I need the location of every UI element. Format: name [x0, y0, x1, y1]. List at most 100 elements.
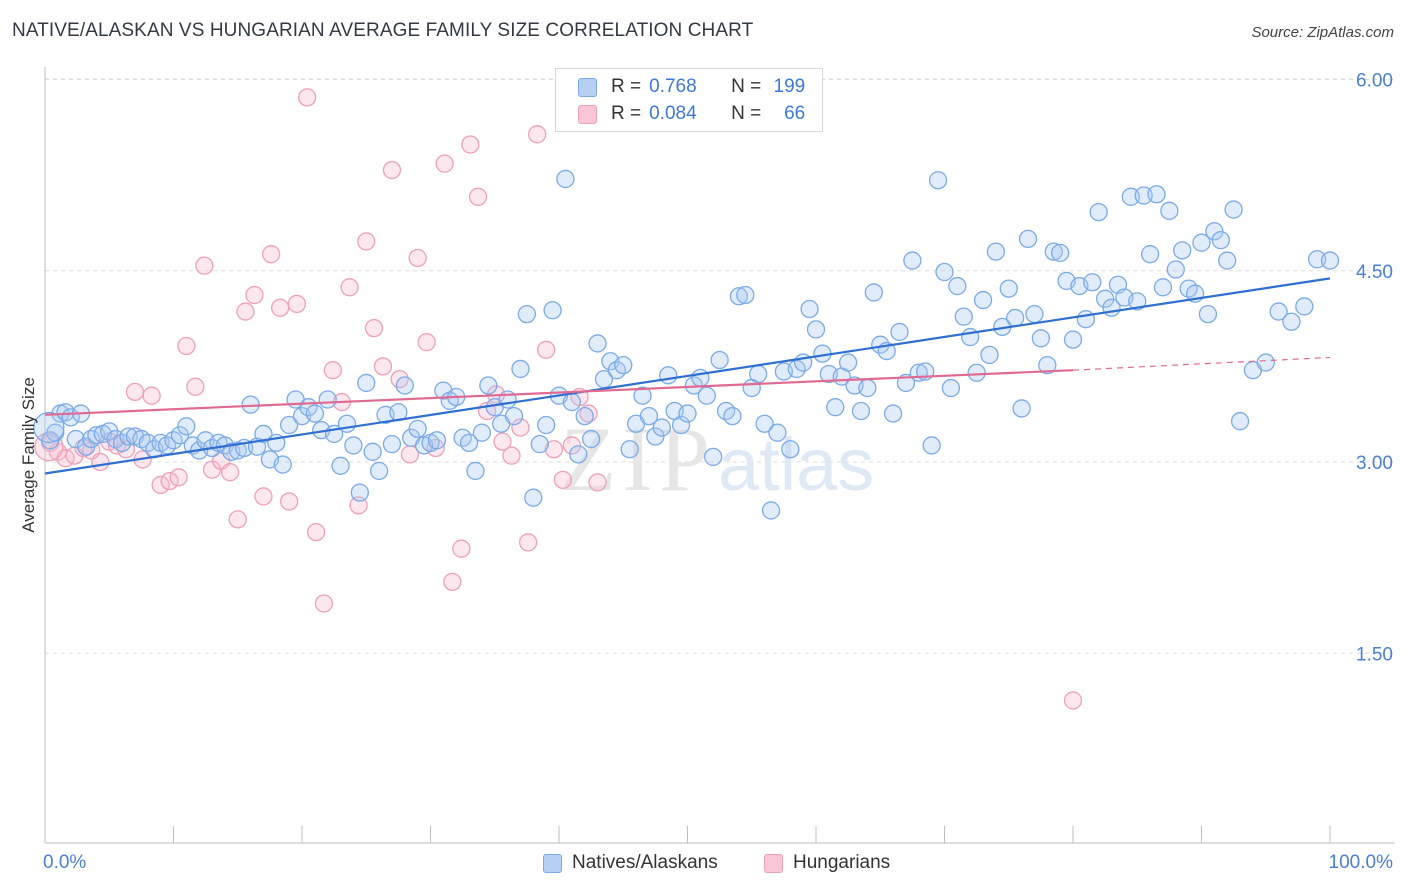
data-point [186, 377, 205, 396]
data-point [1269, 302, 1288, 321]
data-point [761, 501, 781, 520]
data-point [1083, 273, 1102, 292]
data-point [543, 301, 562, 320]
data-point [142, 386, 161, 405]
y-axis-title: Average Family Size [19, 377, 38, 533]
y-tick-label: 4.50 [1356, 262, 1393, 283]
data-point [556, 169, 575, 189]
data-point [1153, 278, 1173, 297]
data-point [1140, 245, 1160, 264]
data-point [493, 432, 512, 451]
data-point [553, 470, 573, 490]
y-tick-label: 6.00 [1356, 71, 1393, 92]
data-point [1198, 304, 1218, 324]
data-point [461, 135, 480, 154]
source-label: Source: ZipAtlas.com [1251, 24, 1394, 41]
data-point [691, 368, 710, 388]
data-point [652, 418, 671, 437]
data-point [357, 373, 376, 393]
data-point [427, 431, 447, 450]
data-point [838, 353, 858, 372]
data-point [935, 262, 954, 282]
data-point [569, 445, 588, 464]
data-point [279, 415, 299, 435]
bottom-legend-hungarians[interactable]: Hungarians [764, 852, 890, 874]
data-point [262, 245, 281, 264]
data-point [314, 594, 333, 613]
data-point [883, 404, 903, 423]
legend-n-label: N = [731, 76, 762, 97]
data-point [986, 242, 1006, 261]
data-point [519, 533, 538, 552]
data-point [363, 442, 382, 461]
data-point [417, 332, 436, 352]
data-point [271, 298, 290, 317]
data-point [254, 424, 273, 444]
data-point [408, 419, 427, 439]
data-point [1218, 251, 1237, 270]
data-point [1282, 312, 1301, 331]
data-point [160, 471, 179, 491]
data-point [364, 318, 384, 338]
data-point [710, 350, 729, 370]
data-point [125, 382, 145, 402]
watermark-atlas: atlas [718, 423, 874, 506]
data-point [287, 294, 307, 314]
data-point [781, 440, 800, 459]
data-point [697, 386, 716, 405]
legend-r-value-natives: 0.768 [649, 76, 697, 97]
data-point [395, 376, 414, 395]
natives-points [33, 169, 1340, 520]
data-point [254, 487, 273, 506]
data-point [305, 404, 325, 423]
data-point [800, 299, 819, 319]
data-point [1256, 353, 1275, 372]
data-point [408, 248, 427, 268]
data-point [755, 414, 774, 433]
y-tick-labels: 1.50 3.00 4.50 6.00 [1356, 71, 1393, 666]
data-point [318, 390, 337, 409]
data-point [331, 456, 350, 475]
natives-trend-line [44, 277, 1331, 475]
data-point [890, 322, 909, 342]
data-point [588, 334, 607, 353]
bottom-legend-label-natives: Natives/Alaskans [572, 852, 718, 873]
data-point [1063, 330, 1083, 349]
bottom-legend-swatch-hungarians [764, 853, 783, 873]
legend-swatch-natives [578, 77, 597, 97]
data-point [1224, 200, 1243, 219]
x-axis-max-label: 100.0% [1328, 852, 1393, 873]
data-point [1166, 260, 1185, 279]
data-point [588, 473, 607, 492]
bottom-legend-natives[interactable]: Natives/Alaskans [543, 852, 718, 874]
data-point [236, 302, 255, 321]
data-point [350, 483, 369, 502]
data-point [479, 376, 498, 395]
data-point [151, 475, 170, 495]
data-point [544, 440, 564, 459]
data-point [279, 492, 299, 511]
y-tick-label: 3.00 [1356, 453, 1393, 474]
data-point [729, 287, 749, 306]
data-point [344, 436, 363, 455]
legend-n-label: N = [731, 103, 762, 124]
data-point [864, 283, 883, 302]
data-point [954, 307, 973, 326]
data-point [228, 510, 247, 529]
data-point [704, 447, 723, 467]
data-point [1147, 185, 1166, 204]
data-point [502, 446, 521, 465]
data-point [443, 572, 462, 591]
data-point [1089, 202, 1108, 222]
data-point [195, 256, 214, 275]
data-point [967, 363, 986, 382]
data-point [678, 404, 697, 423]
hungarians-points [34, 88, 1083, 710]
data-point [671, 415, 691, 435]
data-point [980, 345, 999, 365]
data-point [466, 461, 485, 481]
data-point [581, 429, 601, 449]
data-point [806, 320, 826, 339]
bottom-legend-label-hungarians: Hungarians [793, 852, 891, 873]
data-point [562, 392, 581, 412]
